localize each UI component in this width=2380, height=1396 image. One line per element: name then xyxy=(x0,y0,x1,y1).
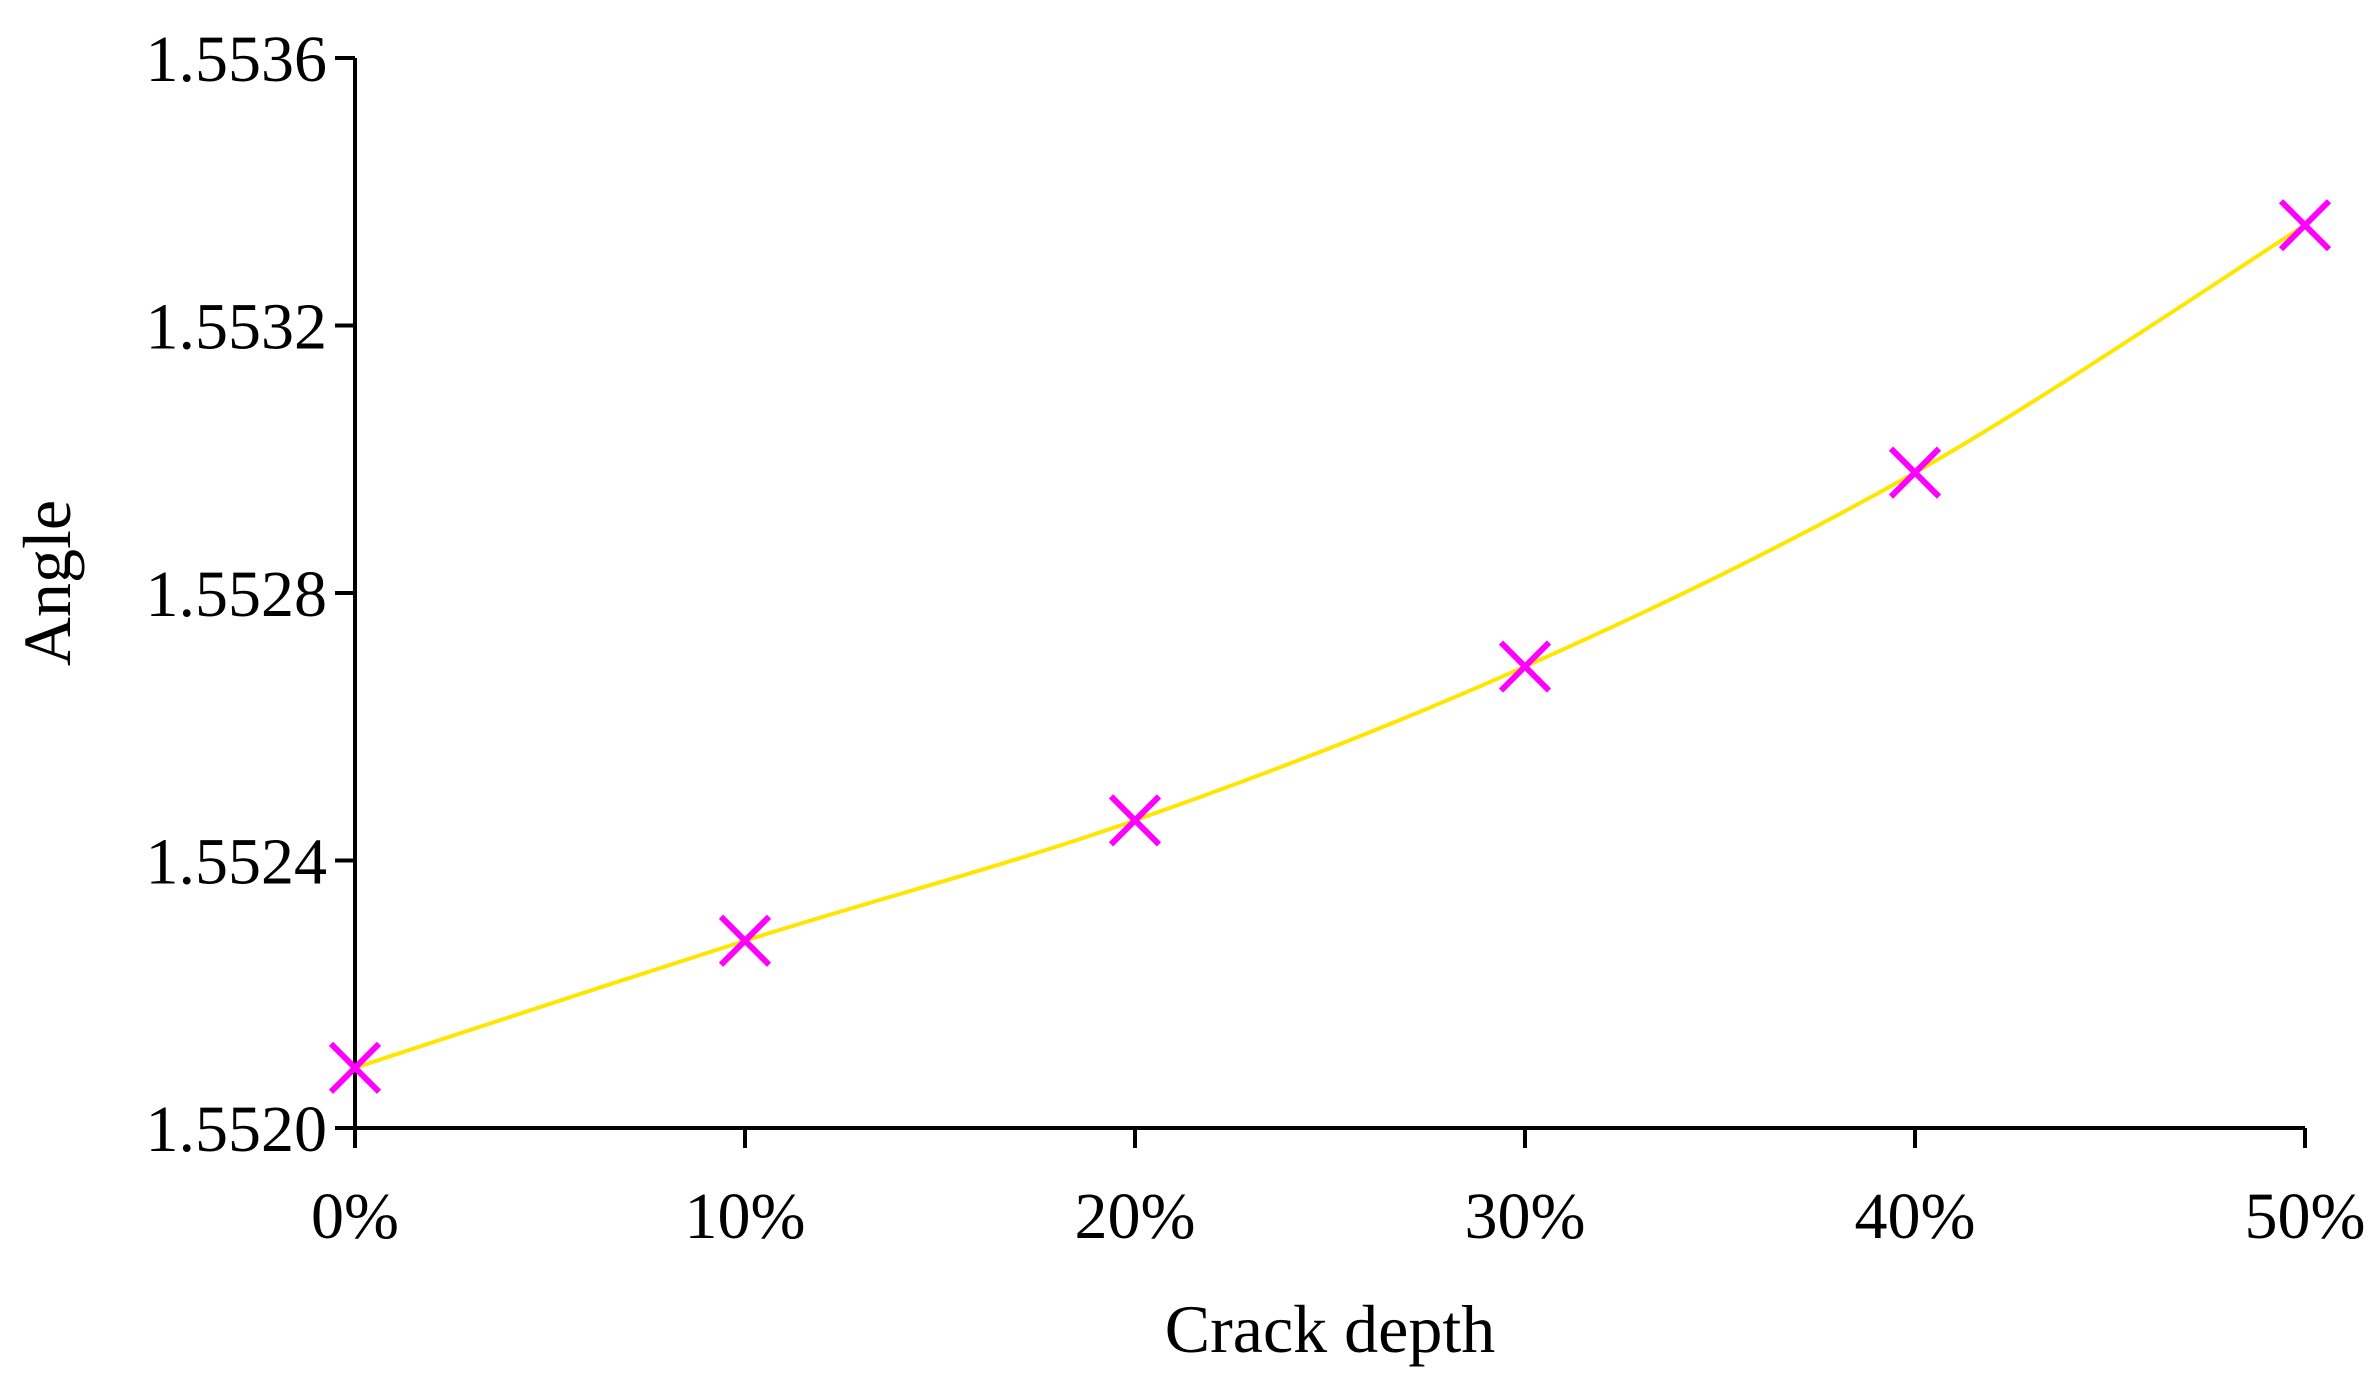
data-point-marker xyxy=(1108,794,1162,847)
data-point-marker xyxy=(2278,199,2332,252)
data-point-marker xyxy=(328,1041,382,1094)
y-tick-label: 1.5528 xyxy=(146,558,328,631)
data-point-marker xyxy=(718,914,772,967)
y-tick-label: 1.5524 xyxy=(146,826,328,899)
x-axis-title: Crack depth xyxy=(1165,1291,1495,1367)
y-ticks: 1.5520 1.5524 1.5528 1.5532 1.5536 xyxy=(146,23,355,1166)
x-tick-label: 10% xyxy=(685,1180,806,1253)
axes xyxy=(353,58,2305,1130)
data-point-marker xyxy=(1498,640,1552,693)
x-tick-label: 30% xyxy=(1465,1180,1586,1253)
y-axis-title: Angle xyxy=(9,500,85,666)
x-ticks: 0% 10% 20% 30% 40% 50% xyxy=(311,1128,2365,1253)
y-tick-label: 1.5532 xyxy=(146,291,328,364)
data-point-marker xyxy=(1888,446,1942,499)
x-tick-label: 0% xyxy=(311,1180,399,1253)
series-line xyxy=(354,223,2307,1070)
x-tick-label: 40% xyxy=(1855,1180,1976,1253)
x-tick-label: 20% xyxy=(1075,1180,1196,1253)
y-tick-label: 1.5536 xyxy=(146,23,328,96)
y-tick-label: 1.5520 xyxy=(146,1093,328,1166)
series-group xyxy=(328,199,2332,1094)
x-tick-label: 50% xyxy=(2245,1180,2366,1253)
